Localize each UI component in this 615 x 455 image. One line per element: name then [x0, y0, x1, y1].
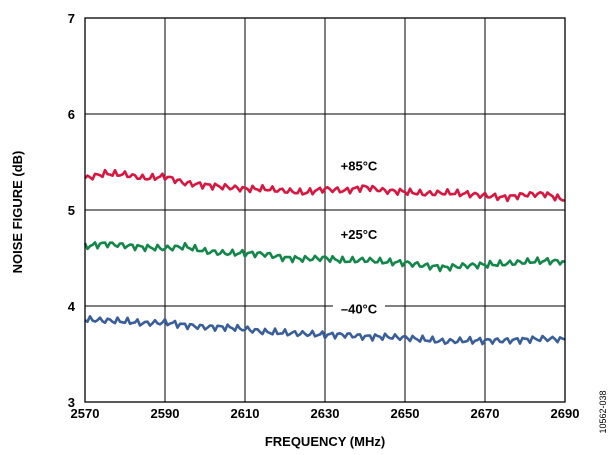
x-tick-label: 2590 — [151, 406, 180, 421]
y-tick-label: 7 — [68, 11, 75, 26]
grid-lines — [85, 18, 565, 402]
y-tick-label: 3 — [68, 395, 75, 410]
series-line — [84, 314, 566, 346]
y-axis-title: NOISE FIGURE (dB) — [10, 151, 25, 274]
series-label-bg — [333, 224, 385, 243]
x-tick-label: 2650 — [391, 406, 420, 421]
series-line — [83, 241, 566, 273]
x-axis-title: FREQUENCY (MHz) — [265, 434, 385, 449]
x-tick-label: 2570 — [71, 406, 100, 421]
series-labels: +85°C +25°C –40°C — [333, 156, 385, 318]
figure-id: 10562-038 — [598, 390, 608, 433]
x-tick-label: 2630 — [311, 406, 340, 421]
x-tick-label: 2610 — [231, 406, 260, 421]
series-label: +25°C — [341, 227, 378, 242]
series-label: +85°C — [341, 159, 378, 174]
plot-frame — [84, 17, 566, 403]
y-tick-label: 5 — [68, 203, 75, 218]
tick-labels: 2570 2590 2610 2630 2650 2670 2690 3 4 5 6 7 — [68, 11, 580, 421]
series-label-bg — [333, 156, 385, 175]
y-tick-label: 4 — [68, 299, 76, 314]
series-layer — [83, 168, 566, 346]
series-line — [84, 168, 565, 203]
series-label: –40°C — [341, 302, 378, 317]
x-tick-label: 2690 — [551, 406, 580, 421]
y-tick-label: 6 — [68, 107, 75, 122]
x-tick-label: 2670 — [471, 406, 500, 421]
series-label-bg — [333, 299, 385, 318]
